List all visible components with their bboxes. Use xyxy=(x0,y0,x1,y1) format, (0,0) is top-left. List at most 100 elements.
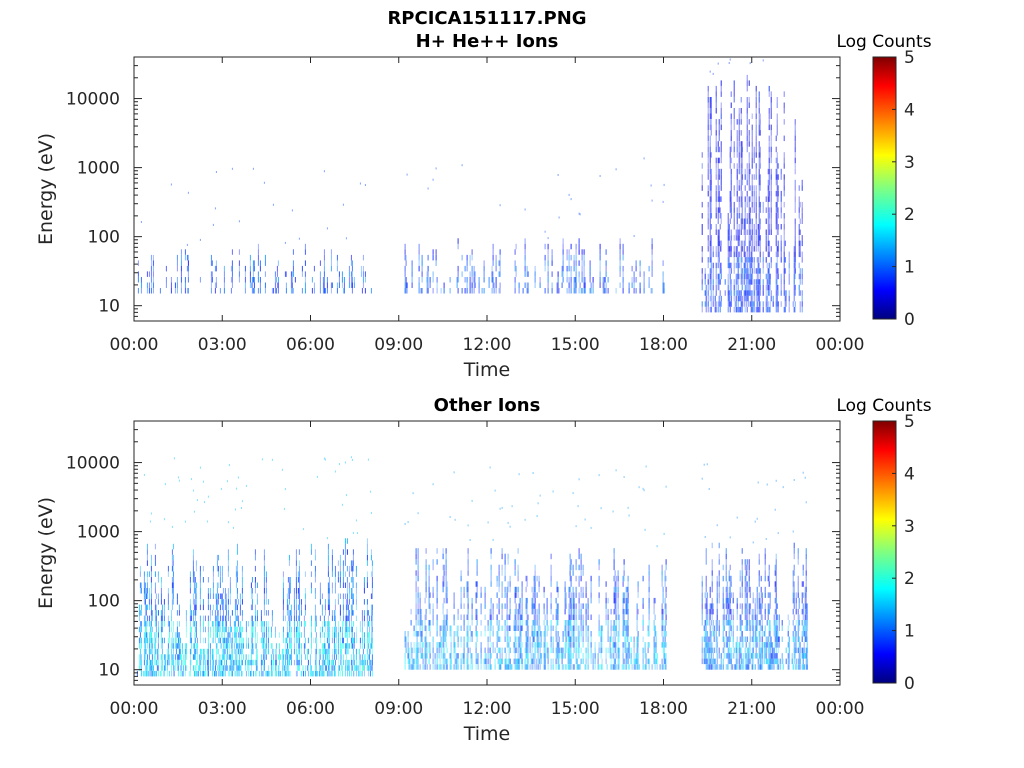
data-cell xyxy=(174,637,176,644)
data-cell xyxy=(768,196,770,202)
data-cell xyxy=(436,581,438,587)
data-cell xyxy=(552,647,554,654)
data-cell xyxy=(287,588,289,594)
data-cell xyxy=(748,179,750,186)
data-cell xyxy=(314,554,316,561)
data-cell xyxy=(466,254,468,261)
data-cell xyxy=(746,141,748,147)
data-cell xyxy=(780,168,782,175)
data-cell xyxy=(193,670,195,677)
data-cell xyxy=(733,218,735,224)
data-cell xyxy=(744,235,746,241)
data-cell xyxy=(768,146,770,153)
data-cell xyxy=(569,642,571,648)
data-cell xyxy=(296,626,298,633)
data-cell xyxy=(507,642,509,648)
data-cell xyxy=(566,254,568,261)
data-cell xyxy=(304,665,306,671)
data-cell xyxy=(741,152,743,158)
data-cell xyxy=(776,130,778,136)
data-cell xyxy=(755,102,757,108)
data-cell xyxy=(709,207,711,213)
data-cell xyxy=(238,648,240,655)
data-cell xyxy=(347,615,349,622)
data-cell xyxy=(229,577,231,583)
data-cell xyxy=(224,593,226,599)
data-cell xyxy=(768,224,770,230)
data-cell xyxy=(355,615,357,622)
data-cell xyxy=(312,670,314,677)
data-cell xyxy=(199,466,201,469)
data-cell xyxy=(777,306,779,313)
data-cell xyxy=(314,648,316,655)
spectrogram-data xyxy=(136,456,808,677)
data-cell xyxy=(149,621,151,627)
data-cell xyxy=(234,610,236,616)
data-cell xyxy=(223,659,225,666)
data-cell xyxy=(783,284,785,291)
data-cell xyxy=(259,277,261,283)
data-cell xyxy=(480,631,482,637)
data-cell xyxy=(709,224,711,230)
data-cell xyxy=(799,279,801,285)
data-cell xyxy=(469,271,471,277)
data-cell xyxy=(250,615,252,622)
data-cell xyxy=(450,653,452,659)
data-cell xyxy=(254,565,256,572)
data-cell xyxy=(748,284,750,291)
data-cell xyxy=(263,549,265,555)
data-cell xyxy=(290,648,292,655)
data-cell xyxy=(471,664,473,670)
data-cell xyxy=(707,102,709,108)
data-cell xyxy=(466,658,468,665)
data-cell xyxy=(221,637,223,644)
data-cell xyxy=(526,288,528,294)
data-cell xyxy=(531,642,533,648)
data-cell xyxy=(304,670,306,677)
data-cell xyxy=(324,648,326,655)
data-cell xyxy=(202,654,204,660)
data-cell xyxy=(351,582,353,588)
data-cell xyxy=(144,615,146,622)
data-cell xyxy=(460,625,462,631)
data-cell xyxy=(253,277,255,283)
data-cell xyxy=(454,631,456,637)
data-cell xyxy=(749,185,751,191)
data-cell xyxy=(525,664,527,670)
data-cell xyxy=(801,207,803,213)
data-cell xyxy=(426,647,428,654)
data-cell xyxy=(220,643,222,649)
data-cell xyxy=(776,152,778,158)
data-cell xyxy=(367,621,369,627)
data-cell xyxy=(194,670,196,677)
data-cell xyxy=(730,185,732,191)
data-cell xyxy=(475,597,477,604)
data-cell xyxy=(547,647,549,654)
data-cell xyxy=(293,588,295,594)
data-cell xyxy=(794,224,796,230)
data-cell xyxy=(565,631,567,637)
data-cell xyxy=(440,647,442,654)
data-cell xyxy=(298,582,300,588)
data-cell xyxy=(371,615,373,622)
data-cell xyxy=(776,268,778,274)
data-cell xyxy=(494,658,496,665)
data-cell xyxy=(777,246,779,252)
data-cell xyxy=(748,102,750,108)
data-cell xyxy=(340,643,342,649)
data-cell xyxy=(744,207,746,213)
data-cell xyxy=(212,577,214,583)
data-cell xyxy=(195,665,197,671)
data-cell xyxy=(371,577,373,583)
data-cell xyxy=(709,157,711,164)
data-cell xyxy=(704,290,706,296)
data-cell xyxy=(445,592,447,598)
data-cell xyxy=(230,665,232,671)
data-cell xyxy=(748,152,750,158)
data-cell xyxy=(707,218,709,224)
data-cell xyxy=(752,306,754,313)
data-cell xyxy=(770,257,772,263)
data-cell xyxy=(313,288,315,294)
data-cell xyxy=(762,290,764,296)
data-cell xyxy=(216,604,218,611)
